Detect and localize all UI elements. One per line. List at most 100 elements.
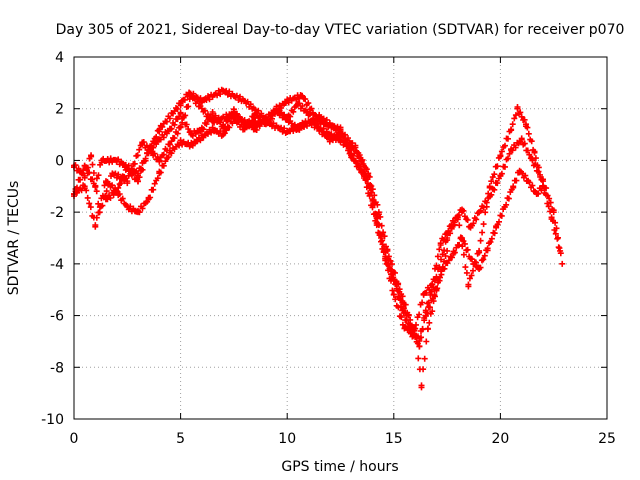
data-point xyxy=(124,165,131,172)
data-point xyxy=(156,126,163,133)
data-point xyxy=(241,126,248,133)
data-point xyxy=(508,126,515,133)
data-point xyxy=(337,131,344,138)
data-point xyxy=(294,100,301,107)
data-point xyxy=(241,97,248,104)
x-tick-label: 5 xyxy=(176,431,185,447)
data-point xyxy=(465,281,472,288)
y-tick-label: -10 xyxy=(41,412,64,428)
data-point xyxy=(486,193,493,200)
data-point xyxy=(166,126,173,133)
data-point xyxy=(284,128,291,135)
data-point xyxy=(273,108,280,115)
data-point xyxy=(145,147,152,154)
data-point xyxy=(459,235,466,241)
data-point xyxy=(418,382,425,389)
data-point xyxy=(450,250,457,257)
data-point xyxy=(102,178,109,185)
data-point xyxy=(98,157,105,164)
data-point xyxy=(139,139,146,146)
data-point xyxy=(375,222,382,229)
series-trace-track-c xyxy=(71,106,564,338)
data-point xyxy=(305,118,312,125)
data-point xyxy=(399,307,406,314)
data-point xyxy=(476,209,483,216)
x-tick-label: 10 xyxy=(278,431,296,447)
data-point xyxy=(390,276,397,283)
data-point xyxy=(188,141,195,148)
data-point xyxy=(316,113,323,120)
y-tick-label: -4 xyxy=(50,257,64,273)
data-point xyxy=(459,206,466,213)
series-track-c xyxy=(71,106,566,340)
data-point xyxy=(493,224,500,231)
data-point xyxy=(156,157,163,164)
data-point xyxy=(326,136,333,143)
data-point xyxy=(109,170,116,177)
data-point xyxy=(540,178,547,185)
data-point xyxy=(508,147,515,154)
data-point xyxy=(348,152,355,159)
data-point xyxy=(476,247,483,254)
data-point xyxy=(156,136,163,143)
data-point xyxy=(145,196,152,203)
data-point xyxy=(113,188,120,195)
data-point xyxy=(420,291,427,298)
series-track-a xyxy=(71,86,451,391)
data-point xyxy=(518,136,525,143)
data-point xyxy=(81,172,88,179)
data-point xyxy=(407,330,414,337)
data-point xyxy=(497,172,504,179)
data-point xyxy=(522,121,529,128)
data-point xyxy=(230,108,237,115)
data-point xyxy=(177,110,184,117)
data-point xyxy=(209,118,216,125)
data-point xyxy=(531,149,538,156)
data-point xyxy=(220,87,227,94)
data-point xyxy=(316,126,323,133)
data-point xyxy=(284,97,291,104)
plot-frame xyxy=(73,56,608,420)
data-point xyxy=(177,139,184,146)
x-tick-label: 15 xyxy=(385,431,403,447)
series-track-d xyxy=(102,100,547,344)
data-point xyxy=(134,178,141,185)
data-point xyxy=(209,110,216,117)
axis-ticks: 0 5 10 15 20 25 -10 -8 -6 -4 -2 0 2 4 xyxy=(41,50,616,447)
data-point xyxy=(92,222,99,229)
grid xyxy=(74,57,607,419)
x-tick-label: 20 xyxy=(491,431,509,447)
data-point xyxy=(476,266,483,273)
data-point xyxy=(431,291,438,298)
data-point xyxy=(230,116,237,123)
data-point xyxy=(439,266,446,273)
data-point xyxy=(188,92,195,99)
data-point xyxy=(559,260,566,267)
data-point xyxy=(533,191,540,198)
data-point xyxy=(416,335,423,342)
data-point xyxy=(177,123,184,130)
data-point xyxy=(514,105,521,112)
data-point xyxy=(416,343,423,350)
data-point xyxy=(484,245,491,252)
data-point xyxy=(284,116,291,123)
x-axis-label: GPS time / hours xyxy=(281,459,398,475)
data-point xyxy=(124,178,131,185)
data-point xyxy=(177,100,184,107)
data-point xyxy=(367,183,374,190)
data-point xyxy=(437,240,444,247)
series-trace-track-d xyxy=(103,100,545,344)
data-point xyxy=(382,255,389,262)
data-point xyxy=(124,203,131,210)
series-trace-track-a xyxy=(71,86,449,391)
data-point xyxy=(358,167,365,174)
data-point xyxy=(550,209,557,216)
data-point xyxy=(198,134,205,141)
data-point xyxy=(81,162,88,169)
data-point xyxy=(448,222,455,229)
data-point xyxy=(166,149,173,156)
data-point xyxy=(424,325,431,332)
data-point xyxy=(529,157,536,164)
data-point xyxy=(390,291,397,298)
